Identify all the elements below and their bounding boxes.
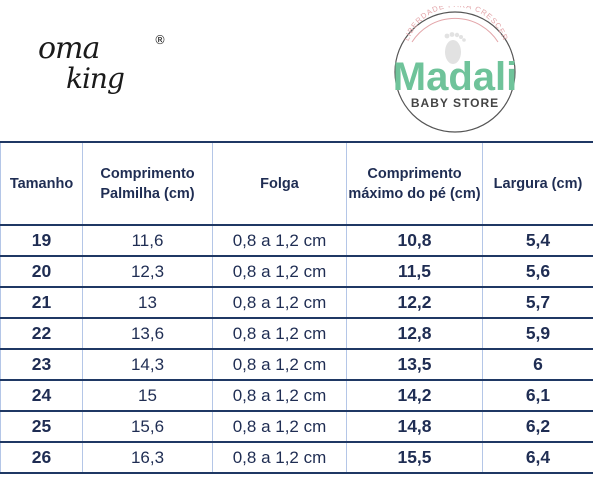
cell-folga: 0,8 a 1,2 cm bbox=[212, 286, 347, 319]
cell-tamanho: 20 bbox=[0, 255, 83, 288]
header-folga: Folga bbox=[212, 141, 347, 226]
cell-comprimento-maximo: 14,8 bbox=[346, 410, 483, 443]
header-largura: Largura (cm) bbox=[482, 141, 593, 226]
cell-folga: 0,8 a 1,2 cm bbox=[212, 255, 347, 288]
omaking-logo-line1: oma bbox=[38, 31, 99, 66]
table-body: 19 11,6 0,8 a 1,2 cm 10,8 5,4 20 12,3 0,… bbox=[0, 224, 593, 474]
table-header: Tamanho Comprimento Palmilha (cm) Folga … bbox=[0, 141, 593, 226]
omaking-logo-graphic: oma king ® bbox=[38, 31, 166, 95]
cell-largura: 5,7 bbox=[482, 286, 593, 319]
madali-logo-name: Madali bbox=[393, 55, 517, 99]
table-row: 26 16,3 0,8 a 1,2 cm 15,5 6,4 bbox=[0, 441, 593, 474]
cell-palmilha: 13,6 bbox=[82, 317, 213, 350]
cell-tamanho: 21 bbox=[0, 286, 83, 319]
table-row: 23 14,3 0,8 a 1,2 cm 13,5 6 bbox=[0, 348, 593, 381]
table-row: 19 11,6 0,8 a 1,2 cm 10,8 5,4 bbox=[0, 224, 593, 257]
cell-comprimento-maximo: 12,8 bbox=[346, 317, 483, 350]
cell-largura: 6 bbox=[482, 348, 593, 381]
cell-palmilha: 14,3 bbox=[82, 348, 213, 381]
cell-largura: 5,4 bbox=[482, 224, 593, 257]
cell-palmilha: 13 bbox=[82, 286, 213, 319]
cell-folga: 0,8 a 1,2 cm bbox=[212, 410, 347, 443]
table-row: 20 12,3 0,8 a 1,2 cm 11,5 5,6 bbox=[0, 255, 593, 288]
header-comprimento-maximo: Comprimento máximo do pé (cm) bbox=[346, 141, 483, 226]
cell-comprimento-maximo: 14,2 bbox=[346, 379, 483, 412]
size-table: Tamanho Comprimento Palmilha (cm) Folga … bbox=[0, 141, 593, 474]
registered-mark: ® bbox=[154, 33, 166, 47]
cell-comprimento-maximo: 10,8 bbox=[346, 224, 483, 257]
cell-largura: 5,6 bbox=[482, 255, 593, 288]
cell-comprimento-maximo: 13,5 bbox=[346, 348, 483, 381]
cell-folga: 0,8 a 1,2 cm bbox=[212, 224, 347, 257]
cell-folga: 0,8 a 1,2 cm bbox=[212, 379, 347, 412]
table-row: 25 15,6 0,8 a 1,2 cm 14,8 6,2 bbox=[0, 410, 593, 443]
table-row: 22 13,6 0,8 a 1,2 cm 12,8 5,9 bbox=[0, 317, 593, 350]
cell-palmilha: 15 bbox=[82, 379, 213, 412]
cell-comprimento-maximo: 15,5 bbox=[346, 441, 483, 474]
logo-ring bbox=[394, 11, 516, 133]
cell-comprimento-maximo: 11,5 bbox=[346, 255, 483, 288]
cell-tamanho: 23 bbox=[0, 348, 83, 381]
cell-largura: 6,2 bbox=[482, 410, 593, 443]
header-tamanho: Tamanho bbox=[0, 141, 83, 226]
cell-palmilha: 11,6 bbox=[82, 224, 213, 257]
madali-logo: LIBERDADE PARA CRESCER Madali BABY STORE bbox=[381, 0, 529, 136]
header-comprimento-palmilha: Comprimento Palmilha (cm) bbox=[82, 141, 213, 226]
cell-largura: 6,1 bbox=[482, 379, 593, 412]
cell-folga: 0,8 a 1,2 cm bbox=[212, 441, 347, 474]
logo-arc-line bbox=[411, 17, 499, 43]
cell-tamanho: 22 bbox=[0, 317, 83, 350]
footprint-icon bbox=[444, 32, 466, 64]
cell-comprimento-maximo: 12,2 bbox=[346, 286, 483, 319]
cell-palmilha: 16,3 bbox=[82, 441, 213, 474]
cell-tamanho: 24 bbox=[0, 379, 83, 412]
madali-logo-graphic: LIBERDADE PARA CRESCER Madali BABY STORE bbox=[393, 0, 517, 133]
omaking-logo: oma king ® bbox=[36, 30, 168, 95]
header-row: Tamanho Comprimento Palmilha (cm) Folga … bbox=[0, 141, 593, 226]
cell-tamanho: 19 bbox=[0, 224, 83, 257]
table-row: 24 15 0,8 a 1,2 cm 14,2 6,1 bbox=[0, 379, 593, 412]
cell-folga: 0,8 a 1,2 cm bbox=[212, 348, 347, 381]
cell-palmilha: 15,6 bbox=[82, 410, 213, 443]
cell-tamanho: 25 bbox=[0, 410, 83, 443]
omaking-logo-line2: king bbox=[66, 62, 124, 94]
table-row: 21 13 0,8 a 1,2 cm 12,2 5,7 bbox=[0, 286, 593, 319]
cell-tamanho: 26 bbox=[0, 441, 83, 474]
cell-largura: 5,9 bbox=[482, 317, 593, 350]
cell-folga: 0,8 a 1,2 cm bbox=[212, 317, 347, 350]
cell-largura: 6,4 bbox=[482, 441, 593, 474]
madali-logo-subtitle: BABY STORE bbox=[411, 96, 499, 110]
cell-palmilha: 12,3 bbox=[82, 255, 213, 288]
